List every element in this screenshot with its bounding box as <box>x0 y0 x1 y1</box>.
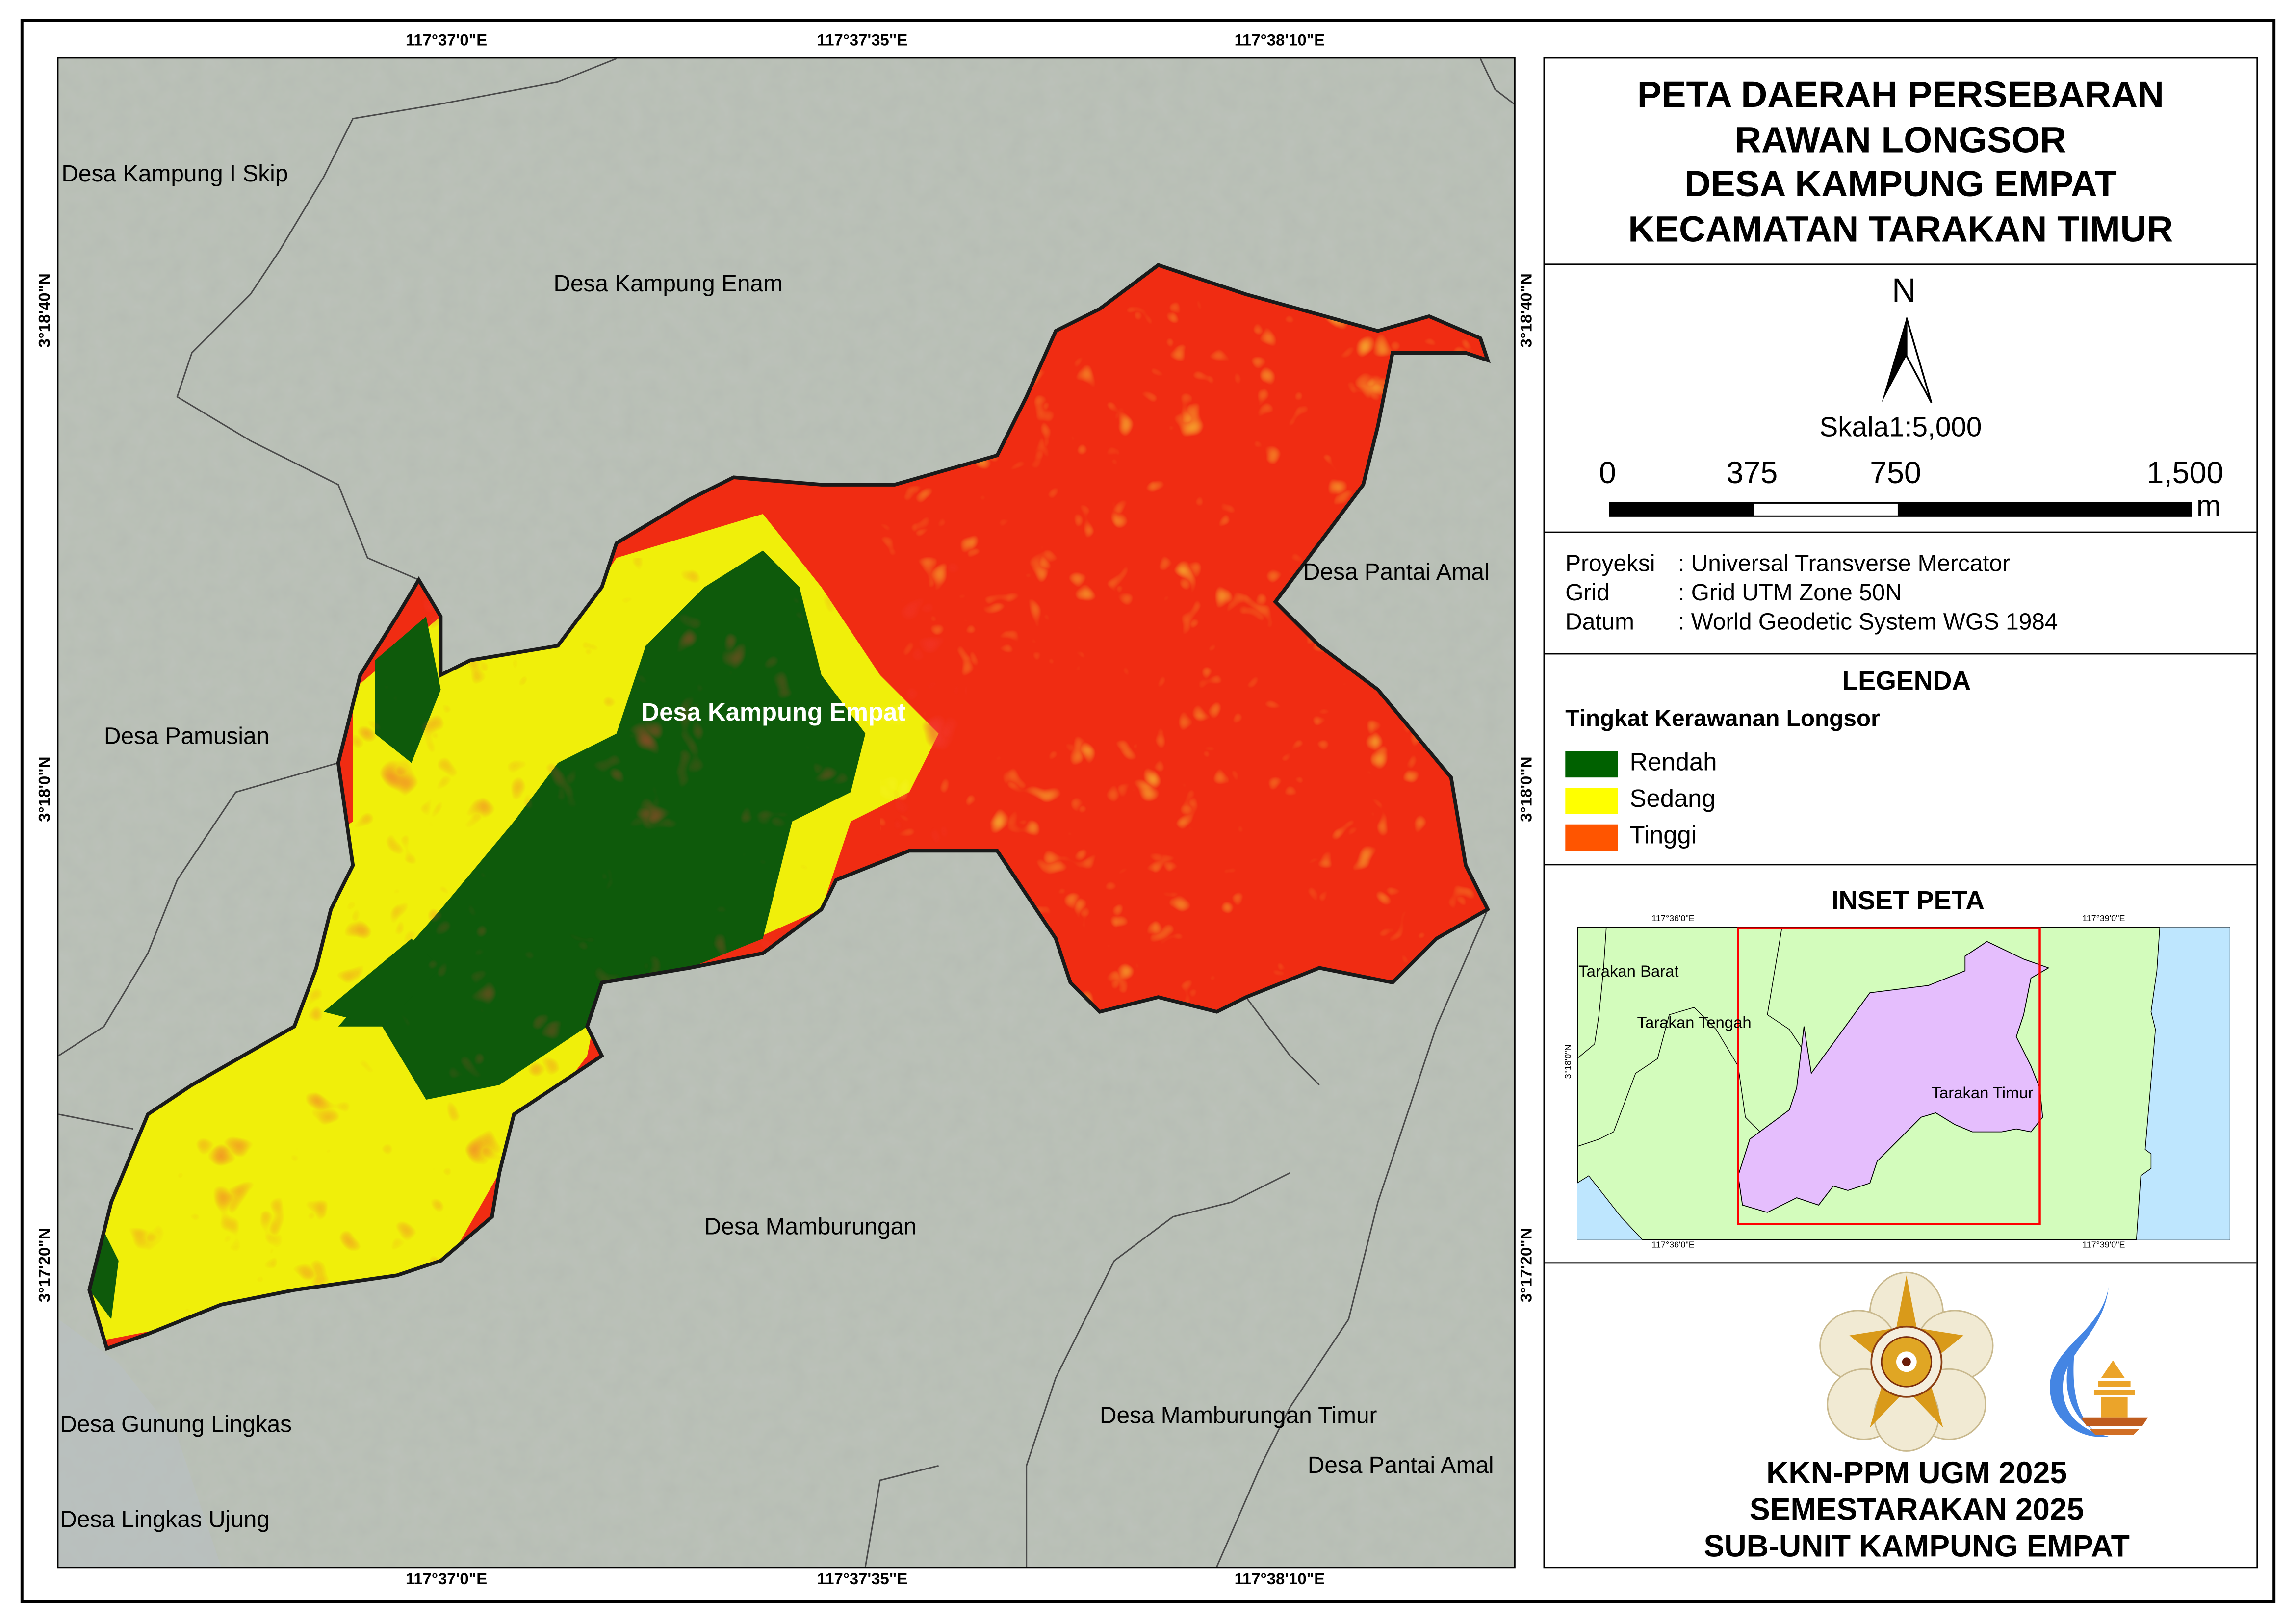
inset-sea-west <box>1577 1175 1644 1240</box>
inset-label-tengah: Tarakan Tengah <box>1637 1013 1752 1031</box>
legend-item-tinggi: Tinggi <box>1565 817 1717 854</box>
legend-title: LEGENDA <box>1842 666 1971 696</box>
coord-bottom-2: 117°37'35"E <box>817 1571 908 1589</box>
label-pantai-amal-north: Desa Pantai Amal <box>1303 561 1490 586</box>
kkn-logo <box>2050 1287 2148 1437</box>
scale-bar <box>1609 502 2192 517</box>
inset-map-section: INSET PETA 117°36'0"E 117°39'0"E 117°36'… <box>1545 865 2257 1264</box>
label-pantai-amal-south: Desa Pantai Amal <box>1307 1454 1494 1479</box>
estuary-area <box>58 1319 221 1567</box>
inset-title: INSET PETA <box>1831 886 1985 915</box>
footer-line-1: KKN-PPM UGM 2025 <box>1766 1457 2067 1491</box>
footer-section: KKN-PPM UGM 2025 SEMESTARAKAN 2025 SUB-U… <box>1545 1263 2256 1567</box>
label-kampung-empat: Desa Kampung Empat <box>641 698 906 726</box>
label-kampung-i-skip: Desa Kampung I Skip <box>61 162 288 188</box>
info-panel: PETA DAERAH PERSEBARAN RAWAN LONGSOR DES… <box>1543 57 2258 1569</box>
swatch-tinggi <box>1565 824 1618 851</box>
legend-subtitle: Tingkat Kerawanan Longsor <box>1565 707 1880 732</box>
north-arrow-icon <box>1882 317 1933 403</box>
coord-right-1: 3°18'40"N <box>1518 273 1536 348</box>
title-line-3: DESA KAMPUNG EMPAT <box>1684 164 2117 205</box>
inset-coord-top-1: 117°36'0"E <box>1651 915 1695 924</box>
inset-extent-box <box>1737 927 2041 1225</box>
footer-line-2: SEMESTARAKAN 2025 <box>1749 1494 2084 1527</box>
label-mamburungan-timur: Desa Mamburungan Timur <box>1099 1404 1377 1429</box>
scale-unit: m <box>2196 490 2221 523</box>
title-line-4: KECAMATAN TARAKAN TIMUR <box>1628 208 2173 250</box>
scale-tick-1500: 1,500 <box>2146 457 2224 491</box>
coord-left-2: 3°18'0"N <box>36 756 54 822</box>
main-map[interactable]: Desa Kampung I Skip Desa Kampung Enam De… <box>57 57 1516 1569</box>
inset-coord-side: 3°18'0"N <box>1565 1044 1574 1079</box>
scale-text: Skala1:5,000 <box>1819 412 1982 444</box>
north-label: N <box>1892 271 1916 309</box>
coord-right-2: 3°18'0"N <box>1518 756 1536 822</box>
label-pamusian: Desa Pamusian <box>103 724 270 750</box>
map-canvas <box>58 58 1514 1567</box>
coord-right-3: 3°17'20"N <box>1518 1228 1536 1303</box>
label-lingkas-ujung: Desa Lingkas Ujung <box>60 1508 270 1533</box>
scale-tick-0: 0 <box>1599 457 1616 491</box>
datum-row: Datum: World Geodetic System WGS 1984 <box>1565 610 2058 636</box>
projection-row: Proyeksi: Universal Transverse Mercator <box>1565 552 2011 577</box>
coord-top-2: 117°37'35"E <box>817 32 908 50</box>
title-line-1: PETA DAERAH PERSEBARAN <box>1637 75 2164 116</box>
inset-coord-top-2: 117°39'0"E <box>2082 915 2125 924</box>
inset-map[interactable]: Tarakan Barat Tarakan Tengah Tarakan Tim… <box>1577 927 2230 1240</box>
footer-line-3: SUB-UNIT KAMPUNG EMPAT <box>1703 1530 2130 1564</box>
swatch-rendah <box>1565 750 1618 777</box>
legend: LEGENDA Tingkat Kerawanan Longsor Rendah… <box>1545 654 2257 866</box>
inset-tarakan-timur-area <box>1737 941 2050 1213</box>
inset-coord-bottom-1: 117°36'0"E <box>1651 1241 1695 1251</box>
label-mamburungan: Desa Mamburungan <box>704 1215 917 1240</box>
map-title: PETA DAERAH PERSEBARAN RAWAN LONGSOR DES… <box>1545 58 2257 265</box>
legend-item-rendah: Rendah <box>1565 744 1717 781</box>
projection-info: Proyeksi: Universal Transverse Mercator … <box>1545 533 2257 655</box>
legend-item-sedang: Sedang <box>1565 780 1717 817</box>
title-line-2: RAWAN LONGSOR <box>1734 119 2066 160</box>
coord-top-1: 117°37'0"E <box>405 32 488 50</box>
scale-tick-375: 375 <box>1726 457 1778 491</box>
north-scale-section: N Skala1:5,000 0 375 750 1,500 m <box>1545 265 2257 533</box>
scale-tick-750: 750 <box>1870 457 1921 491</box>
coord-bottom-1: 117°37'0"E <box>405 1571 488 1589</box>
footer-text: KKN-PPM UGM 2025 SEMESTARAKAN 2025 SUB-U… <box>1545 1455 2289 1565</box>
grid-row: Grid: Grid UTM Zone 50N <box>1565 581 1902 606</box>
ugm-logo <box>1819 1271 1994 1452</box>
inset-coord-bottom-2: 117°39'0"E <box>2082 1241 2125 1251</box>
inset-label-barat: Tarakan Barat <box>1578 962 1678 980</box>
inset-label-timur: Tarakan Timur <box>1932 1083 2034 1102</box>
coord-left-3: 3°17'20"N <box>36 1228 54 1303</box>
outer-frame <box>20 19 2276 1603</box>
label-kampung-enam: Desa Kampung Enam <box>553 272 783 298</box>
label-gunung-lingkas: Desa Gunung Lingkas <box>60 1413 292 1438</box>
swatch-sedang <box>1565 787 1618 814</box>
inset-sea-east <box>2136 927 2230 1240</box>
coord-bottom-3: 117°38'10"E <box>1234 1571 1325 1589</box>
village-boundaries <box>58 58 1514 1567</box>
coord-top-3: 117°38'10"E <box>1234 32 1325 50</box>
coord-left-1: 3°18'40"N <box>36 273 54 348</box>
